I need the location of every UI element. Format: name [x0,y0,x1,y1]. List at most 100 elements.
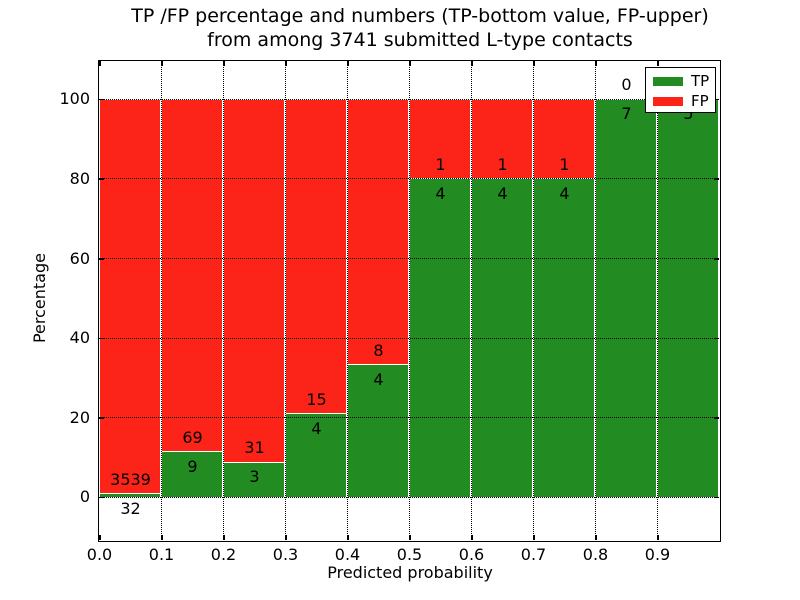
fp-count-label: 69 [182,427,203,447]
x-tick-label: 0.8 [582,545,609,564]
x-tick-label: 0.7 [520,545,547,564]
x-tick-mark [595,61,597,66]
v-gridline [285,61,286,540]
bar-segment-fp [99,98,161,494]
y-tick-label: 0 [79,487,90,507]
y-tick-label: 100 [59,89,90,109]
plot-inner [99,61,719,540]
legend: TP FP [645,67,716,113]
bars-layer [99,61,719,540]
x-tick-label: 0.2 [210,545,237,564]
tp-count-label: 3 [249,467,260,487]
x-axis-label: Predicted probability [327,563,493,582]
x-tick-mark [595,535,597,540]
y-tick-mark [99,417,104,419]
x-tick-mark [533,61,535,66]
legend-entry-fp: FP [646,92,715,110]
chart-title-line1: TP /FP percentage and numbers (TP-bottom… [131,5,709,27]
x-tick-mark [471,61,473,66]
y-tick-mark [99,337,104,340]
x-tick-mark [657,535,659,540]
tick-marks-layer [99,61,719,540]
x-tick-mark [223,535,225,540]
v-gridline [595,61,596,540]
plot-area [98,60,721,542]
fp-count-label: 31 [244,438,265,458]
x-tick-label: 0.1 [148,545,175,564]
bar-segment-tp [595,98,657,497]
tp-count-label: 7 [621,104,632,124]
bar-segment-tp [657,98,719,497]
tp-count-label: 9 [187,456,198,476]
bar-segment-tp [223,461,285,497]
fp-count-label: 8 [373,340,384,360]
y-tick-mark [714,496,719,499]
y-tick-mark [714,258,719,260]
fp-count-label: 1 [435,154,446,174]
bar-segment-tp [285,413,347,497]
y-tick-mark [99,98,104,101]
tp-count-label: 4 [497,183,508,203]
fp-count-label: 1 [497,154,508,174]
x-tick-mark [471,535,473,540]
tp-count-label: 4 [435,183,446,203]
y-tick-label: 60 [69,248,90,268]
fp-count-label: 15 [306,389,327,409]
x-tick-mark [99,535,101,540]
y-tick-mark [714,178,719,180]
legend-label-tp: TP [691,72,710,90]
v-gridline [533,61,534,540]
x-tick-mark [99,61,101,66]
x-tick-label: 0.9 [644,545,671,564]
bar-segment-tp [161,451,223,497]
y-tick-mark [99,496,104,499]
y-tick-mark [99,258,104,260]
y-tick-label: 80 [69,168,90,188]
x-tick-mark [285,535,287,540]
fp-count-label: 0 [621,75,632,95]
tp-count-label: 4 [373,369,384,389]
v-gridline [347,61,348,540]
y-tick-mark [714,98,719,101]
x-tick-mark [347,535,349,540]
y-tick-mark [99,178,104,180]
x-tick-mark [347,61,349,66]
tp-color-swatch [653,76,683,86]
tp-count-label: 4 [559,183,570,203]
x-tick-label: 0.4 [334,545,361,564]
tp-count-label: 32 [120,498,141,518]
fp-count-label: 1 [559,154,570,174]
grid-layer [99,61,719,540]
x-tick-mark [409,61,411,66]
x-tick-label: 0.0 [86,545,113,564]
x-tick-mark [533,535,535,540]
y-tick-label: 40 [69,328,90,348]
x-tick-label: 0.5 [396,545,423,564]
tp-count-label: 5 [683,104,694,124]
bar-segment-fp [533,98,595,179]
y-tick-mark [714,417,719,419]
v-gridline [161,61,162,540]
v-gridline [409,61,410,540]
x-tick-mark [223,61,225,66]
bar-segment-tp [99,493,161,497]
fp-color-swatch [653,96,683,106]
x-tick-mark [161,535,163,540]
v-gridline [657,61,658,540]
x-tick-mark [161,61,163,66]
chart-title: TP /FP percentage and numbers (TP-bottom… [70,4,770,52]
x-tick-mark [657,61,659,66]
x-tick-mark [409,535,411,540]
tp-count-label: 4 [311,418,322,438]
v-gridline [471,61,472,540]
y-axis-label: Percentage [30,253,49,344]
bar-segment-fp [471,98,533,179]
legend-entry-tp: TP [646,72,715,90]
chart-title-line2: from among 3741 submitted L-type contact… [207,29,633,51]
legend-label-fp: FP [691,92,709,110]
y-tick-label: 20 [69,407,90,427]
bar-segment-tp [347,364,409,497]
v-gridline [223,61,224,540]
x-tick-mark [285,61,287,66]
x-tick-label: 0.3 [272,545,299,564]
